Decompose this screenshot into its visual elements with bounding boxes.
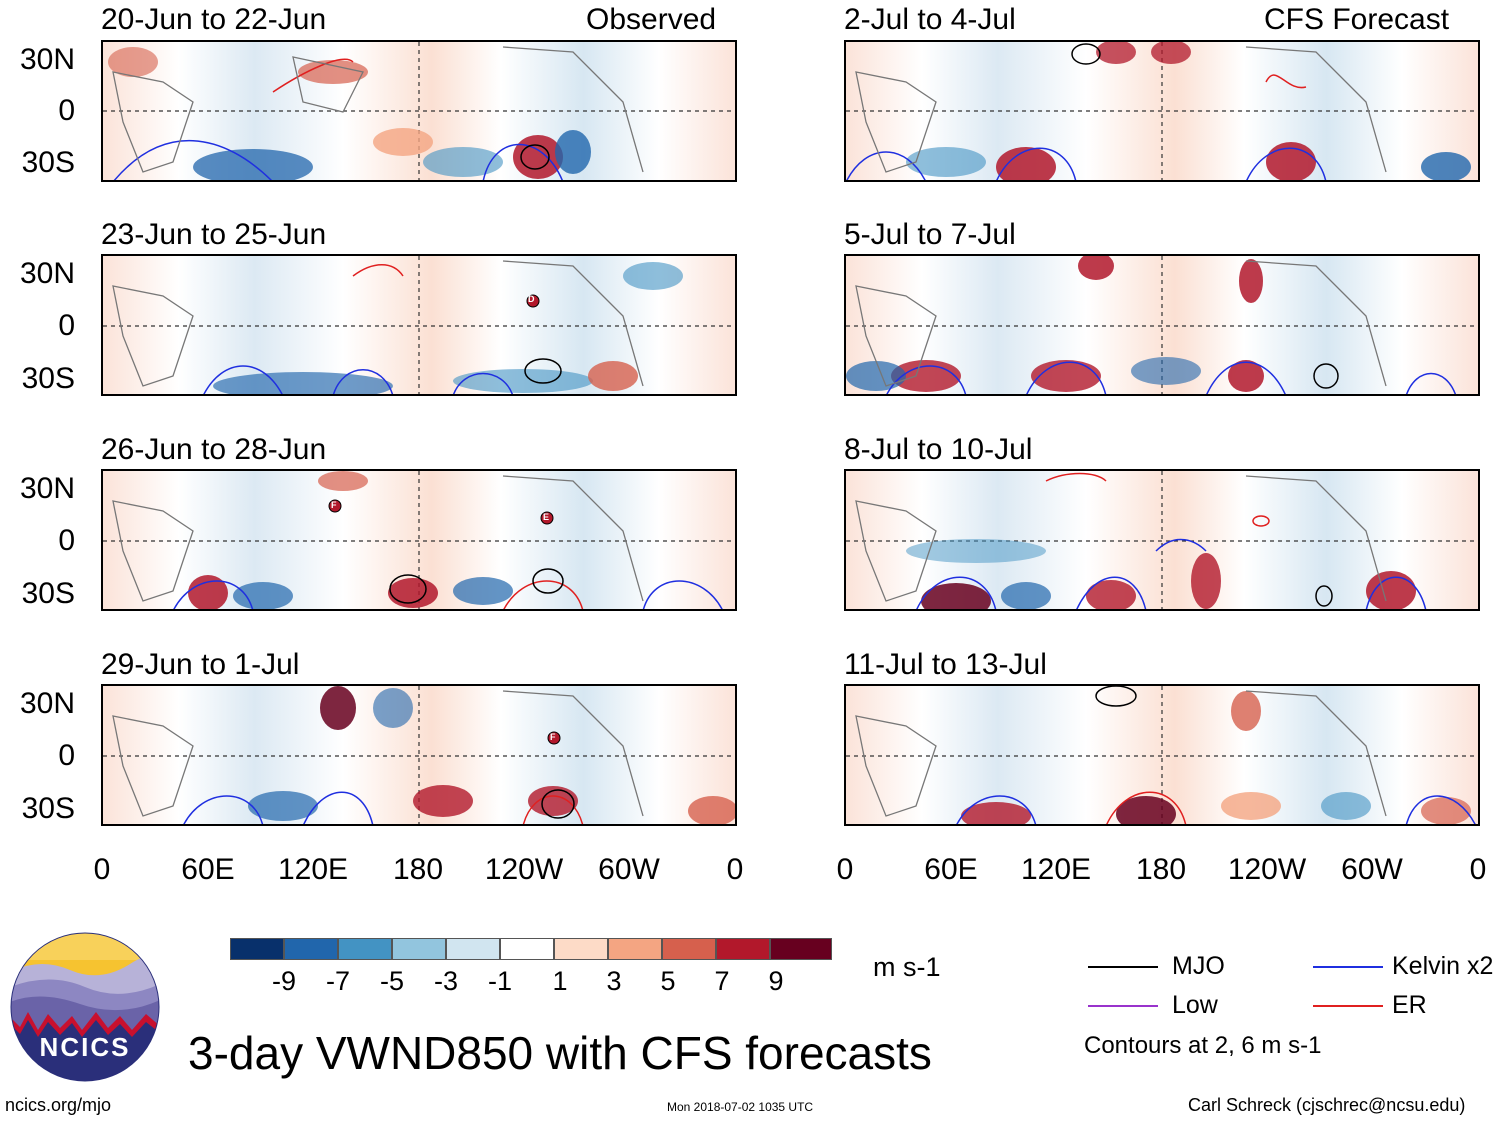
colorbar-label: -7 (325, 966, 350, 996)
colorbar-swatch (716, 938, 770, 960)
colorbar-swatch (500, 938, 554, 960)
main-title: 3-day VWND850 with CFS forecasts (188, 1027, 932, 1079)
colorbar-swatch (554, 938, 608, 960)
footer-author: Carl Schreck (cjschrec@ncsu.edu) (1188, 1095, 1466, 1115)
kelvin-legend-label: Kelvin x2 (1392, 952, 1494, 980)
x-label: 60W (1341, 853, 1403, 886)
observed-label: Observed (586, 3, 717, 36)
panel-title: 2-Jul to 4-Jul (844, 3, 1016, 36)
mjo-legend-line (1088, 966, 1158, 968)
colorbar-label: -1 (487, 966, 512, 996)
x-label: 120E (277, 853, 349, 886)
colorbar-label: 3 (606, 966, 622, 996)
x-label: 0 (726, 853, 744, 886)
map-panel (844, 684, 1480, 826)
storm-marker: F (550, 732, 556, 742)
y-label-30s: 30S (21, 146, 75, 179)
y-label-30n: 30N (19, 472, 75, 505)
y-label-30s: 30S (21, 577, 75, 610)
storm-marker: F (331, 500, 337, 510)
panel-title: 11-Jul to 13-Jul (844, 648, 1047, 681)
y-label-eq: 0 (58, 739, 75, 772)
y-label-30n: 30N (19, 687, 75, 720)
panel-title: 26-Jun to 28-Jun (101, 433, 327, 466)
x-label: 60E (924, 853, 978, 886)
footer-link[interactable]: ncics.org/mjo (5, 1095, 112, 1115)
colorbar-label: 7 (714, 966, 730, 996)
colorbar-label: 1 (552, 966, 568, 996)
panel-title: 5-Jul to 7-Jul (844, 218, 1016, 251)
footer-timestamp: Mon 2018-07-02 1035 UTC (667, 1100, 814, 1114)
colorbar-swatch (392, 938, 446, 960)
x-label: 0 (836, 853, 854, 886)
colorbar-swatch (770, 938, 832, 960)
colorbar-units: m s-1 (873, 952, 941, 982)
mjo-legend-label: MJO (1172, 952, 1225, 980)
colorbar-label: -5 (379, 966, 404, 996)
map-panel: D (101, 254, 737, 396)
forecast-label: CFS Forecast (1264, 3, 1450, 36)
panel-title: 20-Jun to 22-Jun (101, 3, 327, 36)
y-label-30s: 30S (21, 792, 75, 825)
storm-marker: D (528, 294, 535, 304)
contours-note: Contours at 2, 6 m s-1 (1084, 1032, 1322, 1059)
colorbar-swatch (230, 938, 284, 960)
colorbar-label: -3 (433, 966, 458, 996)
map-panel (101, 40, 737, 182)
low-legend-label: Low (1172, 991, 1218, 1019)
x-label: 60W (598, 853, 660, 886)
storm-marker: E (543, 512, 550, 522)
colorbar-label: 9 (768, 966, 784, 996)
y-label-30n: 30N (19, 257, 75, 290)
colorbar-label: 5 (660, 966, 676, 996)
map-panel (844, 469, 1480, 611)
y-label-eq: 0 (58, 94, 75, 127)
colorbar-swatch (446, 938, 500, 960)
y-label-30n: 30N (19, 43, 75, 76)
logo-text: NCICS (39, 1032, 131, 1062)
x-label: 120W (484, 853, 564, 886)
y-label-eq: 0 (58, 524, 75, 557)
x-label: 120E (1020, 853, 1092, 886)
panel-title: 8-Jul to 10-Jul (844, 433, 1033, 466)
y-label-30s: 30S (21, 362, 75, 395)
map-panel: F (101, 684, 737, 826)
x-label: 0 (93, 853, 111, 886)
x-label: 60E (181, 853, 235, 886)
colorbar-swatch (338, 938, 392, 960)
colorbar-swatch (608, 938, 662, 960)
x-label: 180 (1135, 853, 1187, 886)
map-panel (844, 40, 1480, 182)
colorbar-label: -9 (271, 966, 296, 996)
y-label-eq: 0 (58, 309, 75, 342)
x-label: 0 (1469, 853, 1487, 886)
panel-title: 23-Jun to 25-Jun (101, 218, 327, 251)
map-panel: F E (101, 469, 737, 611)
ncics-logo: NCICS (10, 932, 160, 1082)
x-label: 120W (1227, 853, 1307, 886)
panel-title: 29-Jun to 1-Jul (101, 648, 300, 681)
colorbar-swatch (662, 938, 716, 960)
colorbar-swatch (284, 938, 338, 960)
er-legend-label: ER (1392, 991, 1427, 1019)
x-label: 180 (392, 853, 444, 886)
kelvin-legend-line (1313, 966, 1383, 968)
er-legend-line (1313, 1005, 1383, 1007)
map-panel (844, 254, 1480, 396)
low-legend-line (1088, 1005, 1158, 1007)
